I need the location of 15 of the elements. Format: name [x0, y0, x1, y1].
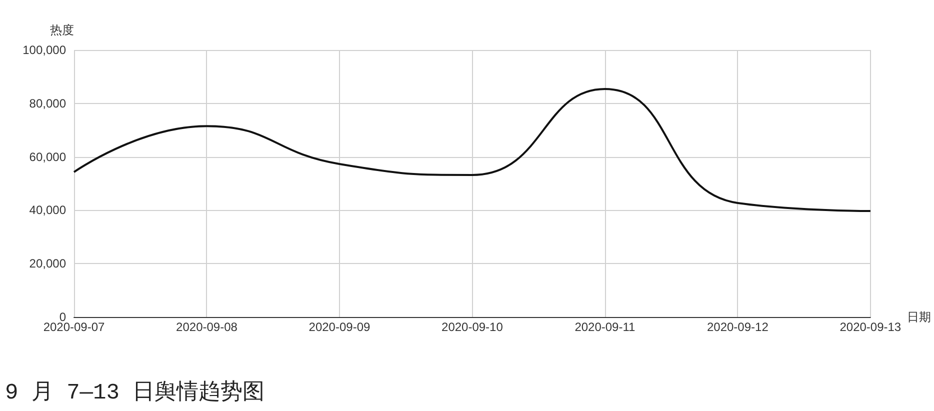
x-tick-label: 2020-09-13	[840, 320, 902, 334]
y-tick-label: 20,000	[29, 256, 66, 271]
line-series	[73, 88, 872, 212]
y-axis-title: 热度	[50, 23, 74, 37]
x-axis-title: 日期	[907, 310, 931, 324]
x-tick-label: 2020-09-09	[308, 320, 370, 334]
x-tick-label: 2020-09-12	[706, 320, 769, 334]
y-tick-label: 40,000	[29, 203, 66, 218]
text: 9 月 7—13 日舆情趋势图	[5, 380, 265, 406]
y-tick-label: 60,000	[29, 150, 66, 164]
y-tick-label: 80,000	[29, 96, 66, 110]
x-tick-label: 2020-09-11	[574, 320, 636, 334]
y-tick-label: 100,000	[22, 43, 66, 57]
x-tick-label: 2020-09-10	[442, 320, 504, 334]
x-tick-label: 2020-09-08	[176, 320, 238, 334]
